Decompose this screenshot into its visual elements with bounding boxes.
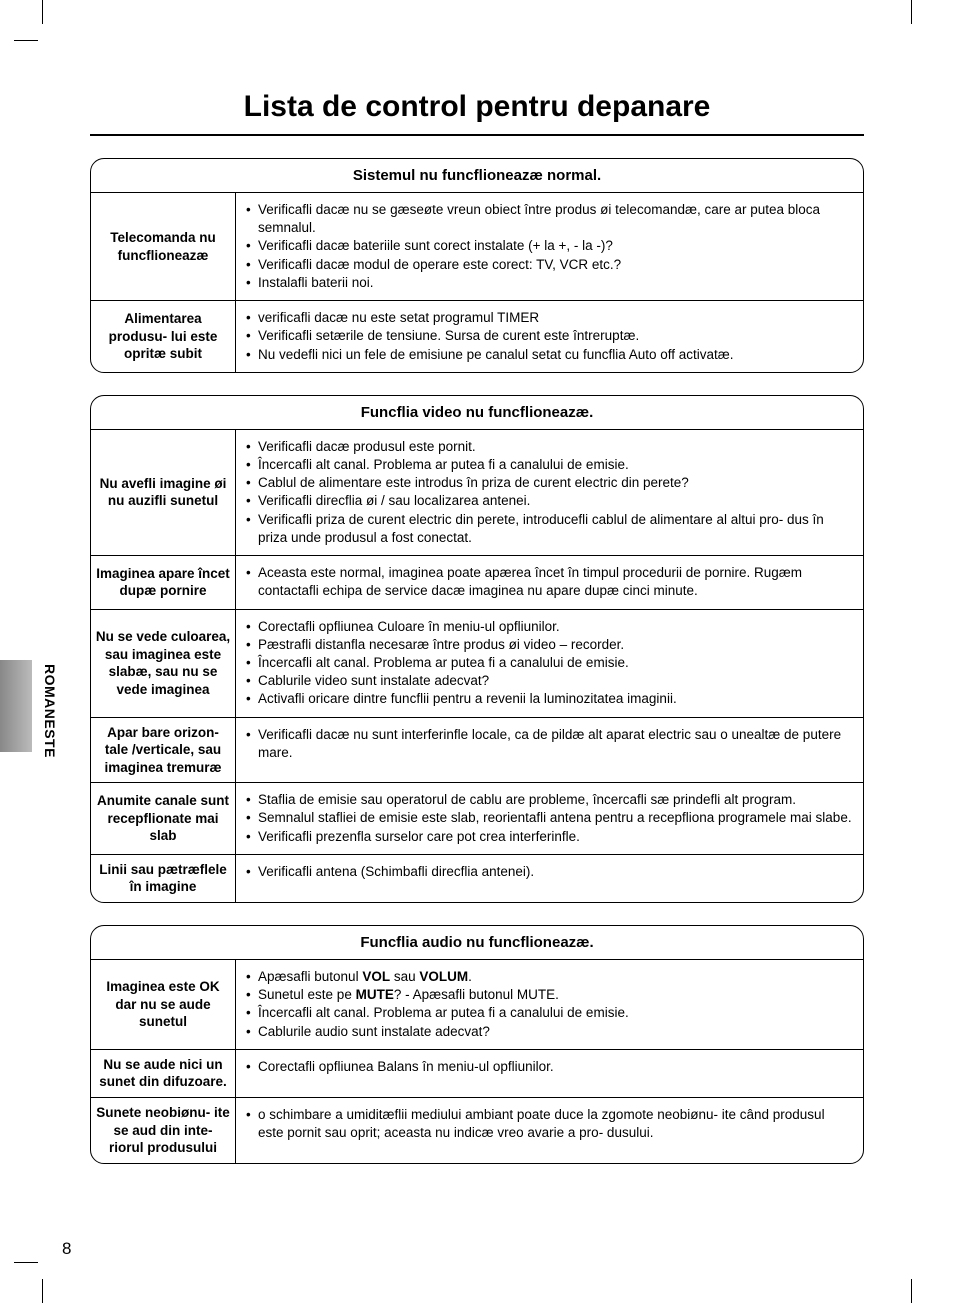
section-header: Funcflia audio nu funcflioneazæ. xyxy=(91,926,863,960)
page-number: 8 xyxy=(62,1239,71,1259)
list-item: verificafli dacæ nu este setat programul… xyxy=(246,309,853,327)
list-item: Încercafli alt canal. Problema ar putea … xyxy=(246,1004,853,1022)
list-item: Sunetul este pe MUTE? - Apæsafli butonul… xyxy=(246,986,853,1004)
table-row: Nu se vede culoarea, sau imaginea este s… xyxy=(91,610,863,718)
list-item: Apæsafli butonul VOL sau VOLUM. xyxy=(246,968,853,986)
page-container: Lista de control pentru depanare Sistemu… xyxy=(30,40,924,1263)
list-item: Cablul de alimentare este introdus în pr… xyxy=(246,474,853,492)
row-label: Nu avefli imagine øi nu auzifli sunetul xyxy=(91,430,236,555)
row-content: Verificafli dacæ produsul este pornit.În… xyxy=(236,430,863,555)
section-header: Funcflia video nu funcflioneazæ. xyxy=(91,396,863,430)
table-row: Apar bare orizon- tale /verticale, sau i… xyxy=(91,718,863,784)
list-item: Staflia de emisie sau operatorul de cabl… xyxy=(246,791,853,809)
page-title: Lista de control pentru depanare xyxy=(90,90,864,136)
list-item: Activafli oricare dintre funcflii pentru… xyxy=(246,690,853,708)
table-row: Sunete neobiønu- ite se aud din inte- ri… xyxy=(91,1098,863,1163)
list-item: o schimbare a umiditæflii mediului ambia… xyxy=(246,1106,853,1142)
list-item: Corectafli opfliunea Culoare în meniu-ul… xyxy=(246,618,853,636)
side-tab xyxy=(0,660,32,752)
row-label: Apar bare orizon- tale /verticale, sau i… xyxy=(91,718,236,783)
list-item: Nu vedefli nici un fele de emisiune pe c… xyxy=(246,346,853,364)
troubleshoot-section: Sistemul nu funcflioneazæ normal.Telecom… xyxy=(90,158,864,373)
list-item: Instalafli baterii noi. xyxy=(246,274,853,292)
row-label: Nu se aude nici un sunet din difuzoare. xyxy=(91,1050,236,1097)
list-item: Corectafli opfliunea Balans în meniu-ul … xyxy=(246,1058,853,1076)
list-item: Cablurile audio sunt instalate adecvat? xyxy=(246,1023,853,1041)
list-item: Verificafli dacæ modul de operare este c… xyxy=(246,256,853,274)
row-label: Imaginea este OK dar nu se aude sunetul xyxy=(91,960,236,1049)
list-item: Cablurile video sunt instalate adecvat? xyxy=(246,672,853,690)
row-content: Verificafli dacæ nu sunt interferinfle l… xyxy=(236,718,863,783)
row-label: Telecomanda nu funcflioneazæ xyxy=(91,193,236,300)
row-content: verificafli dacæ nu este setat programul… xyxy=(236,301,863,372)
list-item: Încercafli alt canal. Problema ar putea … xyxy=(246,456,853,474)
troubleshoot-section: Funcflia video nu funcflioneazæ.Nu avefl… xyxy=(90,395,864,903)
list-item: Pæstrafli distanfla necesaræ între produ… xyxy=(246,636,853,654)
list-item: Verificafli dacæ produsul este pornit. xyxy=(246,438,853,456)
row-content: Verificafli dacæ nu se gæseøte vreun obi… xyxy=(236,193,863,300)
list-item: Încercafli alt canal. Problema ar putea … xyxy=(246,654,853,672)
row-content: Apæsafli butonul VOL sau VOLUM.Sunetul e… xyxy=(236,960,863,1049)
row-label: Imaginea apare încet dupæ pornire xyxy=(91,556,236,608)
list-item: Verificafli dacæ bateriile sunt corect i… xyxy=(246,237,853,255)
list-item: Verificafli priza de curent electric din… xyxy=(246,511,853,547)
list-item: Aceasta este normal, imaginea poate apær… xyxy=(246,564,853,600)
list-item: Semnalul stafliei de emisie este slab, r… xyxy=(246,809,853,827)
row-label: Sunete neobiønu- ite se aud din inte- ri… xyxy=(91,1098,236,1163)
row-content: Corectafli opfliunea Culoare în meniu-ul… xyxy=(236,610,863,717)
row-content: o schimbare a umiditæflii mediului ambia… xyxy=(236,1098,863,1163)
list-item: Verificafli direcflia øi / sau localizar… xyxy=(246,492,853,510)
table-row: Linii sau pætræflele în imagine Verificaf… xyxy=(91,855,863,902)
list-item: Verificafli prezenfla surselor care pot … xyxy=(246,828,853,846)
row-content: Aceasta este normal, imaginea poate apær… xyxy=(236,556,863,608)
row-label: Linii sau pætræflele în imagine xyxy=(91,855,236,902)
table-row: Telecomanda nu funcflioneazæ Verificafli … xyxy=(91,193,863,301)
list-item: Verificafli antena (Schimbafli direcflia… xyxy=(246,863,853,881)
table-row: Nu avefli imagine øi nu auzifli sunetulV… xyxy=(91,430,863,556)
troubleshoot-section: Funcflia audio nu funcflioneazæ.Imaginea… xyxy=(90,925,864,1164)
row-label: Anumite canale sunt recepflionate mai sl… xyxy=(91,783,236,854)
row-label: Alimentarea produsu- lui este opritæ sub… xyxy=(91,301,236,372)
list-item: Verificafli dacæ nu se gæseøte vreun obi… xyxy=(246,201,853,237)
table-row: Nu se aude nici un sunet din difuzoare. C… xyxy=(91,1050,863,1098)
row-content: Corectafli opfliunea Balans în meniu-ul … xyxy=(236,1050,863,1097)
section-header: Sistemul nu funcflioneazæ normal. xyxy=(91,159,863,193)
row-content: Staflia de emisie sau operatorul de cabl… xyxy=(236,783,863,854)
table-row: Alimentarea produsu- lui este opritæ sub… xyxy=(91,301,863,372)
table-row: Imaginea apare încet dupæ pornire Aceasta… xyxy=(91,556,863,609)
row-label: Nu se vede culoarea, sau imaginea este s… xyxy=(91,610,236,717)
table-row: Anumite canale sunt recepflionate mai sl… xyxy=(91,783,863,855)
list-item: Verificafli setærile de tensiune. Sursa … xyxy=(246,327,853,345)
table-row: Imaginea este OK dar nu se aude sunetulA… xyxy=(91,960,863,1050)
list-item: Verificafli dacæ nu sunt interferinfle l… xyxy=(246,726,853,762)
row-content: Verificafli antena (Schimbafli direcflia… xyxy=(236,855,863,902)
